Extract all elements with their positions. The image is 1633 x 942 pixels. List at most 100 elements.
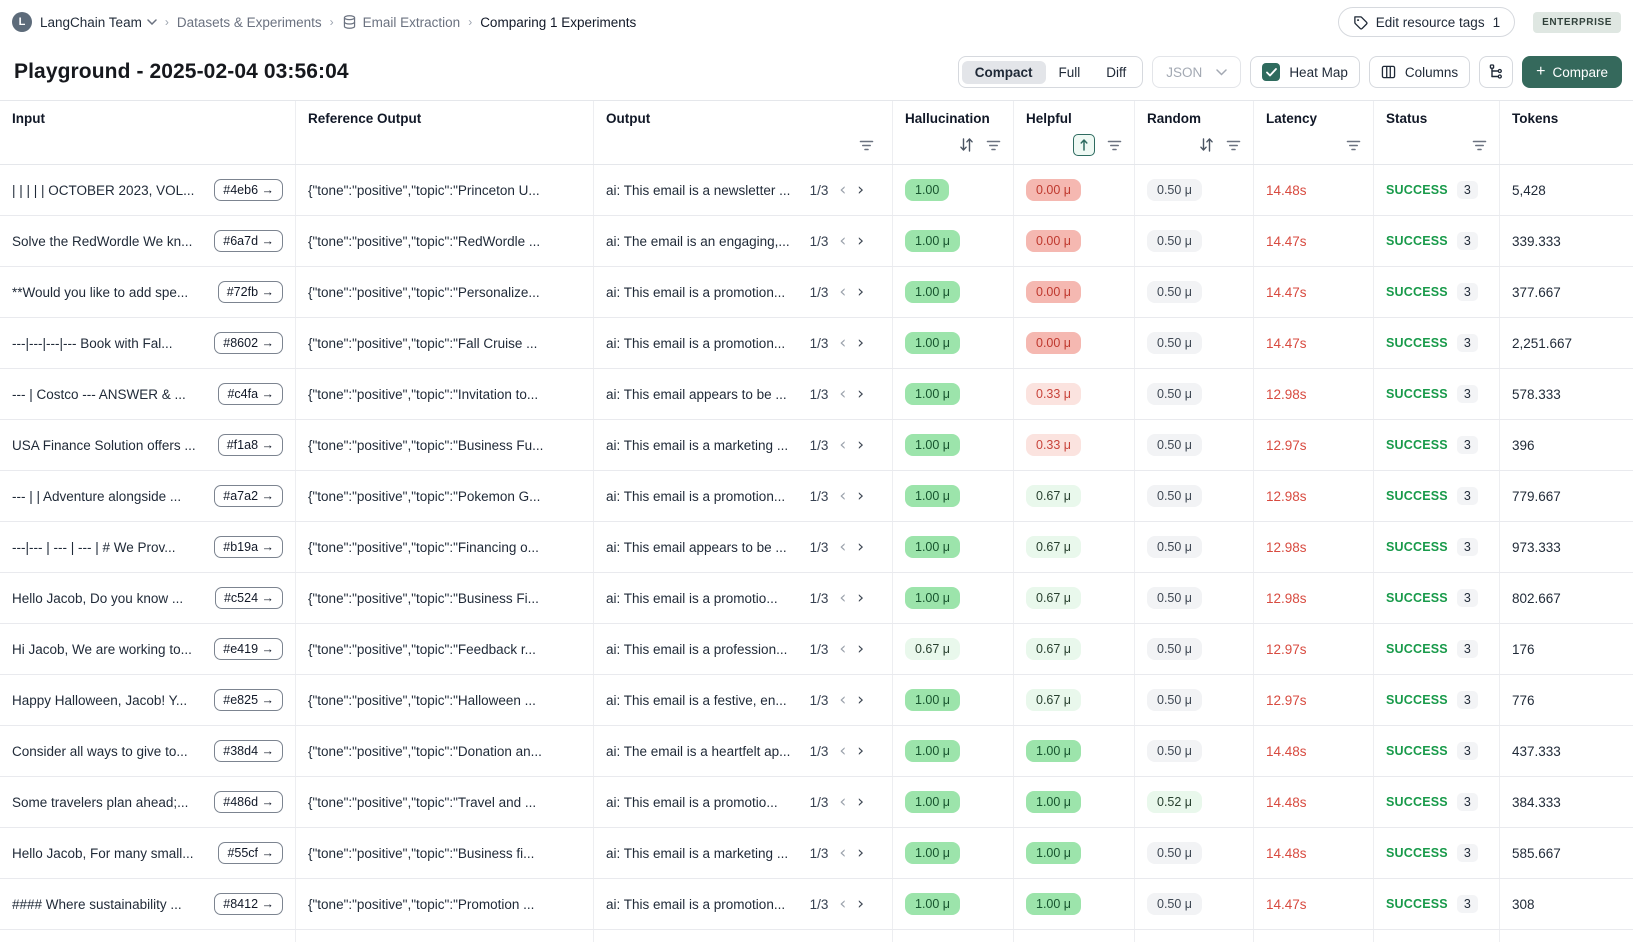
pager-next-icon[interactable]: › <box>857 281 864 302</box>
pager-next-icon[interactable]: › <box>857 536 864 557</box>
reference-output-text: {"tone":"positive","topic":"Business Fi.… <box>308 590 539 606</box>
hallucination-cell: 1.00 μ <box>893 420 1014 470</box>
tokens-cell: 973.333 <box>1500 522 1633 572</box>
pager-next-icon[interactable]: › <box>857 689 864 710</box>
sort-icon[interactable] <box>959 138 974 152</box>
view-mode-full[interactable]: Full <box>1058 64 1081 80</box>
view-mode-diff[interactable]: Diff <box>1106 64 1127 80</box>
pager-prev-icon[interactable]: ‹ <box>839 383 847 404</box>
pager-next-icon[interactable]: › <box>857 638 864 659</box>
pager-prev-icon[interactable]: ‹ <box>839 791 847 812</box>
pager-prev-icon[interactable]: ‹ <box>839 281 847 302</box>
latency-cell: 12.98s <box>1254 522 1374 572</box>
heat-map-checkbox[interactable] <box>1262 63 1281 81</box>
pager-next-icon[interactable]: › <box>857 893 864 914</box>
pager-prev-icon[interactable]: ‹ <box>839 332 847 353</box>
run-count-chip: 3 <box>1456 793 1478 811</box>
example-id-chip[interactable]: #a7a2 → <box>214 485 283 507</box>
helpful-score-badge: 0.67 μ <box>1026 638 1082 660</box>
example-id-chip[interactable]: #8602 → <box>214 332 283 354</box>
pager-next-icon[interactable]: › <box>857 485 864 506</box>
pager-next-icon[interactable]: › <box>857 383 864 404</box>
sort-icon[interactable] <box>1199 138 1214 152</box>
pager-prev-icon[interactable]: ‹ <box>839 638 847 659</box>
tree-view-button[interactable] <box>1479 56 1514 88</box>
helpful-score-badge: 0.00 μ <box>1026 179 1082 201</box>
column-label: Helpful <box>1026 111 1072 126</box>
sort-ascending-active-icon[interactable] <box>1073 134 1095 156</box>
view-mode-compact[interactable]: Compact <box>961 60 1046 84</box>
example-id-chip[interactable]: #e419 → <box>214 638 283 660</box>
example-id-chip[interactable]: #b19a → <box>214 536 283 558</box>
status-cell: SUCCESS 3 <box>1374 267 1500 317</box>
breadcrumb-separator: › <box>164 15 169 29</box>
pager-next-icon[interactable]: › <box>857 230 864 251</box>
pager-prev-icon[interactable]: ‹ <box>839 689 847 710</box>
example-id-chip[interactable]: #55cf → <box>218 842 283 864</box>
example-id-chip[interactable]: #486d → <box>214 791 283 813</box>
heat-map-toggle[interactable]: Heat Map <box>1250 56 1360 88</box>
tokens-value: 5,428 <box>1512 182 1546 198</box>
column-label: Latency <box>1266 111 1318 126</box>
pager-prev-icon[interactable]: ‹ <box>839 842 847 863</box>
pager-prev-icon[interactable]: ‹ <box>839 536 847 557</box>
latency-value: 14.48s <box>1266 794 1307 810</box>
breadcrumb-datasets[interactable]: Datasets & Experiments <box>176 14 322 30</box>
example-id-chip[interactable]: #e825 → <box>214 689 283 711</box>
filter-icon[interactable] <box>1107 140 1122 151</box>
edit-resource-tags-button[interactable]: Edit resource tags 1 <box>1337 7 1516 37</box>
breadcrumb-dataset[interactable]: Email Extraction <box>342 14 460 30</box>
example-id-chip[interactable]: #72fb → <box>217 281 283 303</box>
filter-icon[interactable] <box>986 140 1001 151</box>
example-id-chip[interactable]: #6a7d → <box>214 230 283 252</box>
column-header-status: Status <box>1374 101 1500 164</box>
team-switcher[interactable]: LangChain Team <box>40 15 157 30</box>
pager-next-icon[interactable]: › <box>857 332 864 353</box>
pager-prev-icon[interactable]: ‹ <box>839 485 847 506</box>
filter-icon[interactable] <box>1226 140 1241 151</box>
example-id-chip[interactable]: #4eb6 → <box>214 179 283 201</box>
pager-next-icon[interactable]: › <box>857 842 864 863</box>
example-id-chip[interactable]: #f1a8 → <box>217 434 283 456</box>
pager-prev-icon[interactable]: ‹ <box>839 587 847 608</box>
random-cell: 0.50 μ <box>1135 267 1254 317</box>
reference-output-text: {"tone":"positive","topic":"Feedback r..… <box>308 641 536 657</box>
filter-icon[interactable] <box>1346 140 1361 151</box>
example-id-chip[interactable]: #c524 → <box>214 587 283 609</box>
format-dropdown[interactable]: JSON <box>1152 56 1242 88</box>
columns-button[interactable]: Columns <box>1368 56 1471 88</box>
example-id-chip[interactable]: #8412 → <box>214 893 283 915</box>
compare-button[interactable]: + Compare <box>1522 56 1622 88</box>
pager-prev-icon[interactable]: ‹ <box>839 434 847 455</box>
pager-next-icon[interactable]: › <box>857 434 864 455</box>
pager-next-icon[interactable]: › <box>857 740 864 761</box>
reference-output-cell: {"tone":"positive","topic":"Donation an.… <box>296 726 594 776</box>
pager-prev-icon[interactable]: ‹ <box>839 230 847 251</box>
output-pager: 1/3 ‹ › <box>810 434 864 455</box>
output-text: ai: This email is a marketing ... <box>606 437 789 453</box>
helpful-score-badge: 0.33 μ <box>1026 383 1082 405</box>
output-cell: ai: The email is a heartfelt ap... 1/3 ‹… <box>594 726 893 776</box>
output-pager: 1/3 ‹ › <box>810 740 864 761</box>
pager-prev-icon[interactable]: ‹ <box>839 740 847 761</box>
input-text: Hello Jacob, Do you know ... <box>12 590 184 606</box>
tag-icon <box>1353 15 1368 30</box>
example-id-chip[interactable]: #38d4 → <box>214 740 283 762</box>
pager-count: 1/3 <box>809 692 829 708</box>
hallucination-score-badge: 1.00 μ <box>905 536 961 558</box>
filter-icon[interactable] <box>859 140 874 151</box>
example-id-chip[interactable]: #c4fa → <box>218 383 283 405</box>
pager-prev-icon[interactable]: ‹ <box>839 179 847 200</box>
helpful-cell: 1.00 μ <box>1014 879 1135 929</box>
pager-next-icon[interactable]: › <box>857 179 864 200</box>
random-score-badge: 0.50 μ <box>1147 281 1203 303</box>
hallucination-cell: 1.00 μ <box>893 216 1014 266</box>
output-cell: ai: This email is a newsletter ... 1/3 ‹… <box>594 165 893 215</box>
random-cell: 0.50 μ <box>1135 879 1254 929</box>
latency-value: 12.97s <box>1266 641 1307 657</box>
filter-icon[interactable] <box>1472 140 1487 151</box>
pager-prev-icon[interactable]: ‹ <box>839 893 847 914</box>
status-badge: SUCCESS <box>1386 234 1448 248</box>
pager-next-icon[interactable]: › <box>857 791 864 812</box>
pager-next-icon[interactable]: › <box>857 587 864 608</box>
